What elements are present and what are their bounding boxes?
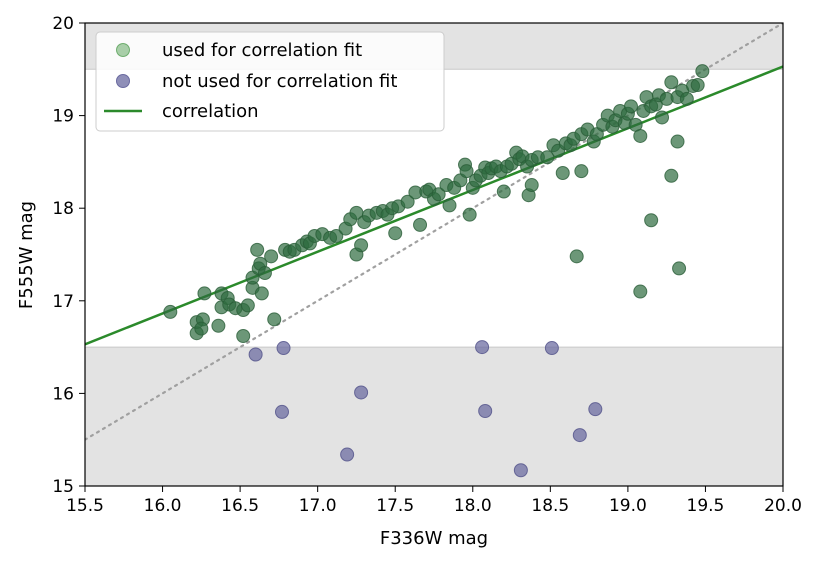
point-used bbox=[442, 198, 457, 213]
y-tick-label: 17 bbox=[52, 292, 74, 312]
point-used bbox=[236, 328, 251, 343]
x-tick-label: 15.5 bbox=[66, 496, 104, 516]
point-used bbox=[254, 286, 269, 301]
x-tick-label: 19.0 bbox=[609, 496, 647, 516]
point-used bbox=[574, 164, 589, 179]
point-not-used bbox=[354, 385, 369, 400]
point-used bbox=[655, 110, 670, 125]
point-used bbox=[555, 166, 570, 181]
plot-frame bbox=[84, 22, 784, 487]
y-tick-label: 15 bbox=[52, 477, 74, 497]
point-used bbox=[211, 318, 226, 333]
point-used bbox=[524, 178, 539, 193]
x-tick-label: 18.0 bbox=[454, 496, 492, 516]
point-used bbox=[679, 91, 694, 106]
legend-used-marker bbox=[116, 43, 130, 57]
point-used bbox=[462, 207, 477, 222]
legend-used-label: used for correlation fit bbox=[162, 40, 362, 61]
point-used bbox=[690, 78, 705, 93]
point-not-used bbox=[588, 402, 603, 417]
point-used bbox=[413, 217, 428, 232]
point-used bbox=[163, 304, 178, 319]
point-not-used bbox=[544, 341, 559, 356]
legend-not-used-marker bbox=[116, 74, 130, 88]
point-used bbox=[664, 75, 679, 90]
point-used bbox=[623, 99, 638, 114]
point-used bbox=[194, 321, 209, 336]
point-used bbox=[672, 261, 687, 276]
legend: used for correlation fit not used for co… bbox=[95, 31, 445, 132]
point-used bbox=[354, 238, 369, 253]
point-used bbox=[569, 249, 584, 264]
point-used bbox=[197, 286, 212, 301]
x-tick-label: 20.0 bbox=[764, 496, 802, 516]
point-used bbox=[240, 298, 255, 313]
x-tick-label: 19.5 bbox=[687, 496, 725, 516]
point-used bbox=[633, 128, 648, 143]
point-used bbox=[264, 249, 279, 264]
y-tick-label: 16 bbox=[52, 384, 74, 404]
point-used bbox=[670, 134, 685, 149]
point-used bbox=[695, 64, 710, 79]
point-not-used bbox=[276, 341, 291, 356]
identity-line bbox=[85, 23, 783, 441]
point-not-used bbox=[478, 403, 493, 418]
legend-box bbox=[95, 31, 445, 132]
point-not-used bbox=[340, 447, 355, 462]
x-tick-label: 18.5 bbox=[531, 496, 569, 516]
x-tick-label: 17.5 bbox=[376, 496, 414, 516]
point-used bbox=[388, 226, 403, 241]
point-used bbox=[496, 184, 511, 199]
point-used bbox=[459, 164, 474, 179]
y-tick-label: 19 bbox=[52, 107, 74, 127]
point-used bbox=[644, 213, 659, 228]
excluded-band-2 bbox=[85, 347, 783, 486]
x-tick-label: 16.0 bbox=[144, 496, 182, 516]
point-not-used bbox=[475, 340, 490, 355]
legend-correlation-label: correlation bbox=[162, 101, 259, 122]
point-used bbox=[540, 150, 555, 165]
point-used bbox=[431, 187, 446, 202]
x-tick-label: 16.5 bbox=[221, 496, 259, 516]
y-tick-label: 18 bbox=[52, 199, 74, 219]
x-tick-label: 17.0 bbox=[299, 496, 337, 516]
point-not-used bbox=[572, 428, 587, 443]
point-used bbox=[329, 228, 344, 243]
point-not-used bbox=[274, 404, 289, 419]
x-axis-label: F336W mag bbox=[380, 528, 488, 549]
point-used bbox=[400, 194, 415, 209]
y-axis-label: F555W mag bbox=[16, 201, 37, 309]
point-used bbox=[250, 242, 265, 257]
point-not-used bbox=[513, 463, 528, 478]
legend-not-used-label: not used for correlation fit bbox=[162, 71, 397, 92]
point-not-used bbox=[248, 347, 263, 362]
point-used bbox=[664, 168, 679, 183]
point-used bbox=[267, 312, 282, 327]
y-tick-label: 20 bbox=[52, 14, 74, 34]
point-used bbox=[257, 266, 272, 281]
point-used bbox=[633, 284, 648, 299]
